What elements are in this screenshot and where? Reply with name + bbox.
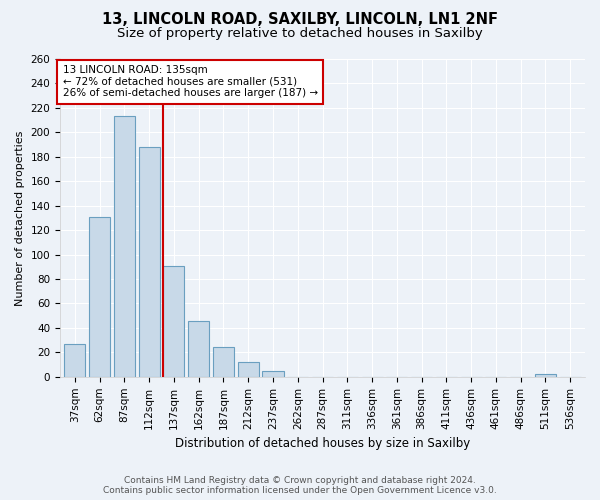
Bar (163, 266, 184, 377)
Bar (188, 320, 209, 377)
Text: Size of property relative to detached houses in Saxilby: Size of property relative to detached ho… (117, 28, 483, 40)
Bar (238, 362, 259, 377)
Bar (213, 348, 234, 377)
Bar (114, 116, 135, 377)
Text: 13 LINCOLN ROAD: 135sqm
← 72% of detached houses are smaller (531)
26% of semi-d: 13 LINCOLN ROAD: 135sqm ← 72% of detache… (62, 65, 317, 98)
Text: 13, LINCOLN ROAD, SAXILBY, LINCOLN, LN1 2NF: 13, LINCOLN ROAD, SAXILBY, LINCOLN, LN1 … (102, 12, 498, 28)
Bar (535, 374, 556, 377)
Text: Contains HM Land Registry data © Crown copyright and database right 2024.
Contai: Contains HM Land Registry data © Crown c… (103, 476, 497, 495)
Bar (139, 147, 160, 377)
Bar (64, 344, 85, 377)
Y-axis label: Number of detached properties: Number of detached properties (15, 130, 25, 306)
Bar (89, 216, 110, 377)
X-axis label: Distribution of detached houses by size in Saxilby: Distribution of detached houses by size … (175, 437, 470, 450)
Bar (262, 370, 284, 377)
